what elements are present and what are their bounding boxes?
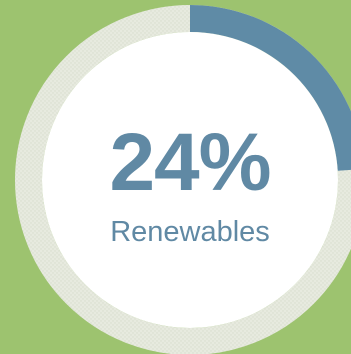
progress-arc	[190, 5, 351, 171]
donut-center	[42, 32, 338, 328]
metric-label: Renewables	[110, 216, 270, 248]
percentage-value: 24%	[109, 117, 271, 208]
